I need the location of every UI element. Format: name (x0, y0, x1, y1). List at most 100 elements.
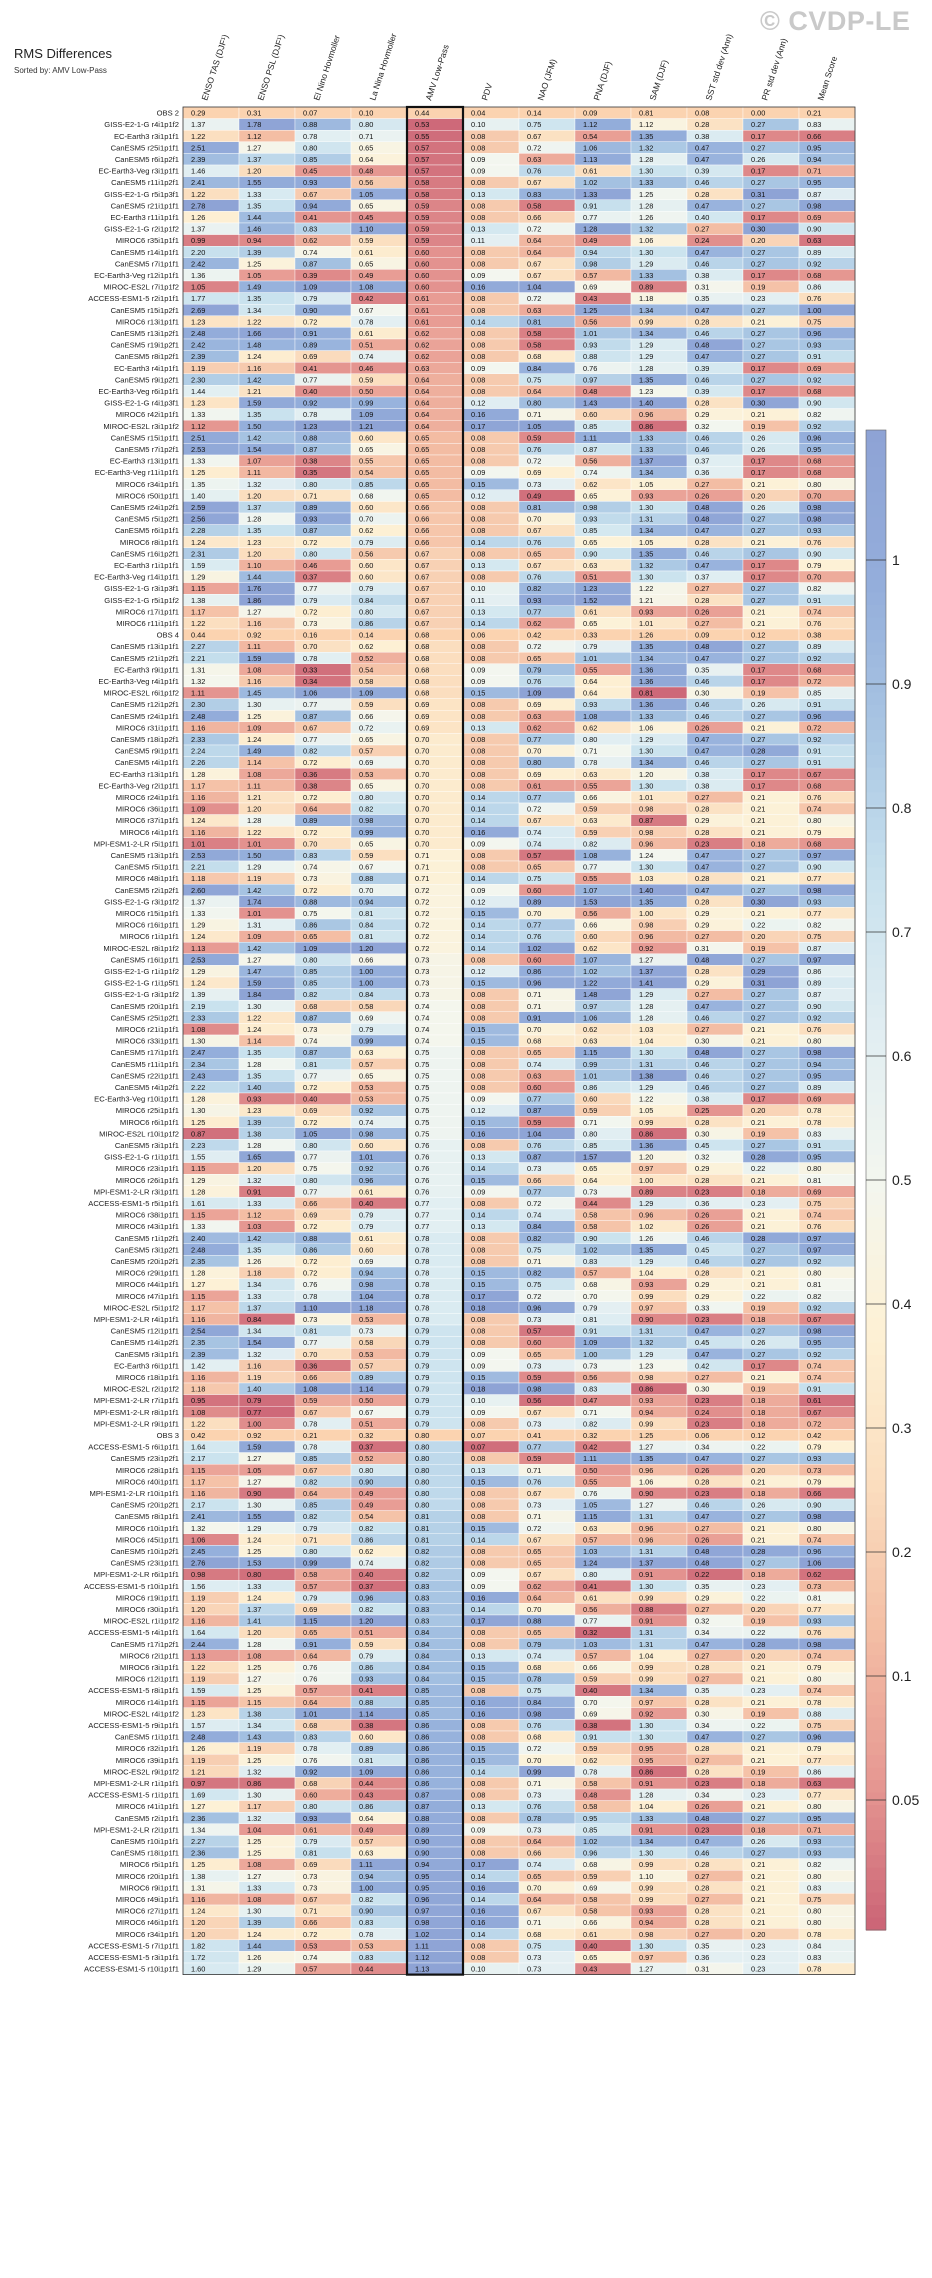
cell-value: 0.56 (583, 1373, 597, 1382)
colorbar-tick-label: 0.8 (892, 800, 912, 816)
row-label: CanESM5 r15i1p1f1 (111, 433, 179, 442)
cell-value: 0.73 (527, 1419, 541, 1428)
cell-value: 0.23 (751, 1686, 765, 1695)
colorbar-segment (866, 1530, 886, 1544)
cell-value: 0.21 (751, 1118, 765, 1127)
cell-value: 0.92 (807, 735, 821, 744)
cell-value: 0.21 (751, 909, 765, 918)
cell-value: 0.65 (359, 735, 373, 744)
cell-value: 0.70 (527, 1883, 541, 1892)
cell-value: 1.23 (191, 317, 205, 326)
cell-value: 1.16 (247, 619, 261, 628)
cell-value: 0.27 (695, 619, 709, 628)
cell-value: 0.99 (359, 1037, 373, 1046)
cell-value: 0.22 (751, 1628, 765, 1637)
cell-value: 0.26 (695, 491, 709, 500)
row-label: MIROC-ES2L r4i1p1f2 (103, 1709, 179, 1718)
cell-value: 0.64 (527, 1837, 541, 1846)
cell-value: 1.09 (247, 723, 261, 732)
cell-value: 2.56 (191, 515, 205, 524)
colorbar-segment (866, 892, 886, 906)
cell-value: 0.75 (527, 1245, 541, 1254)
cell-value: 0.75 (415, 1095, 429, 1104)
row-label: MIROC6 r33i1p1f1 (116, 1037, 179, 1046)
cell-value: 0.28 (695, 538, 709, 547)
cell-value: 1.74 (247, 897, 261, 906)
cell-value: 1.31 (639, 1640, 653, 1649)
cell-value: 0.58 (583, 1222, 597, 1231)
cell-value: 0.78 (303, 132, 317, 141)
cell-value: 1.10 (247, 561, 261, 570)
cell-value: 0.86 (639, 1129, 653, 1138)
cell-value: 0.76 (807, 1628, 821, 1637)
cell-value: 0.70 (527, 747, 541, 756)
cell-value: 1.28 (639, 155, 653, 164)
cell-value: 0.27 (751, 1350, 765, 1359)
cell-value: 0.73 (303, 1883, 317, 1892)
cell-value: 1.30 (639, 1941, 653, 1950)
cell-value: 0.19 (751, 1303, 765, 1312)
cell-value: 0.31 (695, 1965, 709, 1974)
cell-value: 0.73 (415, 955, 429, 964)
cell-value: 0.08 (471, 201, 485, 210)
cell-value: 1.26 (639, 1234, 653, 1243)
cell-value: 0.70 (415, 839, 429, 848)
row-label: MIROC6 r48i1p1f1 (116, 874, 179, 883)
cell-value: 0.81 (807, 1176, 821, 1185)
cell-value: 1.39 (247, 1118, 261, 1127)
cell-value: 1.59 (247, 1443, 261, 1452)
cell-value: 0.85 (303, 967, 317, 976)
cell-value: 1.56 (191, 1582, 205, 1591)
cell-value: 0.93 (807, 341, 821, 350)
cell-value: 0.08 (471, 375, 485, 384)
cell-value: 1.21 (359, 422, 373, 431)
cell-value: 0.11 (471, 596, 485, 605)
cell-value: 0.64 (359, 1814, 373, 1823)
cell-value: 0.61 (415, 317, 429, 326)
cell-value: 0.41 (527, 1431, 541, 1440)
cell-value: 0.78 (303, 654, 317, 663)
cell-value: 0.59 (583, 1675, 597, 1684)
cell-value: 0.25 (695, 1106, 709, 1115)
cell-value: 0.19 (751, 1129, 765, 1138)
row-label: CanESM5 r10i1p1f1 (111, 1837, 179, 1846)
cell-value: 1.04 (527, 1129, 541, 1138)
cell-value: 0.73 (527, 1825, 541, 1834)
cell-value: 0.08 (471, 1454, 485, 1463)
cell-value: 0.80 (303, 143, 317, 152)
column-header: PDV (479, 82, 494, 102)
cell-value: 1.44 (247, 573, 261, 582)
cell-value: 0.74 (527, 1060, 541, 1069)
colorbar-segment (866, 1780, 886, 1794)
cell-value: 0.70 (807, 573, 821, 582)
cell-value: 0.69 (303, 1860, 317, 1869)
colorbar-segment (866, 430, 886, 444)
cell-value: 0.15 (471, 909, 485, 918)
cell-value: 0.99 (359, 399, 373, 408)
colorbar-segment (866, 1817, 886, 1831)
cell-value: 0.98 (807, 515, 821, 524)
cell-value: 0.74 (583, 468, 597, 477)
cell-value: 0.28 (695, 1918, 709, 1927)
cell-value: 0.93 (807, 1617, 821, 1626)
row-label: CanESM5 r6i1p2f1 (115, 155, 179, 164)
cell-value: 1.22 (583, 979, 597, 988)
cell-value: 1.15 (191, 584, 205, 593)
cell-value: 0.15 (471, 480, 485, 489)
cell-value: 1.09 (191, 805, 205, 814)
sort-note: Sorted by: AMV Low-Pass (14, 66, 107, 75)
cell-value: 0.35 (695, 1582, 709, 1591)
cell-value: 0.78 (583, 758, 597, 767)
cell-value: 0.16 (471, 1709, 485, 1718)
cell-value: 0.74 (527, 1651, 541, 1660)
cell-value: 0.21 (751, 805, 765, 814)
cell-value: 0.91 (807, 758, 821, 767)
cell-value: 0.27 (751, 120, 765, 129)
cell-value: 0.69 (807, 364, 821, 373)
row-label: CanESM5 r24i1p1f1 (111, 712, 179, 721)
cell-value: 0.80 (303, 480, 317, 489)
cell-value: 1.26 (191, 1744, 205, 1753)
cell-value: 0.46 (695, 1234, 709, 1243)
colorbar-segment (866, 1755, 886, 1769)
cell-value: 0.95 (415, 1872, 429, 1881)
